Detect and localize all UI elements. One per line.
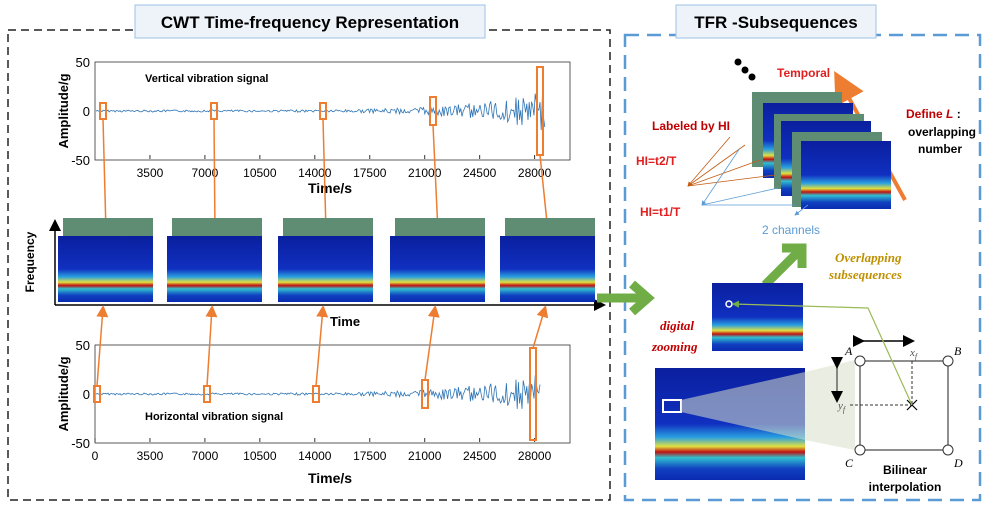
temporal-label: Temporal <box>777 66 830 80</box>
bottom-ytick: 0 <box>83 387 90 402</box>
define-l-label: Define L : <box>906 107 961 121</box>
tfr-row: Frequency Time <box>23 218 606 329</box>
bottom-xtick: 14000 <box>298 449 332 463</box>
top-xtick: 17500 <box>353 166 387 180</box>
hi-t2-label: HI=t2/T <box>636 154 677 168</box>
bottom-window-arrow <box>205 305 218 387</box>
top-window-arrow <box>431 124 444 235</box>
tfr-image <box>390 236 485 302</box>
top-ylabel: Amplitude/g <box>56 73 71 148</box>
horizontal-signal-label: Horizontal vibration signal <box>145 411 283 423</box>
top-xtick: 28000 <box>518 166 552 180</box>
green-arrow-right <box>597 280 655 316</box>
top-ytick: -50 <box>71 153 90 168</box>
top-window-arrow <box>99 118 112 235</box>
hi-t1-label: HI=t1/T <box>640 205 681 219</box>
bottom-xtick: 28000 <box>518 449 552 463</box>
yf-label: yf <box>837 400 847 414</box>
overlapping-number-label-1: overlapping <box>908 125 976 139</box>
corner-c: C <box>845 456 854 470</box>
digital-zooming-label-2: zooming <box>651 339 698 354</box>
digital-zooming-section: Overlapping subsequences digital zooming… <box>651 250 963 494</box>
bottom-xtick: 10500 <box>243 449 277 463</box>
left-panel-title: CWT Time-frequency Representation <box>161 13 459 32</box>
bottom-window-arrow <box>315 305 329 387</box>
tfr-image <box>278 236 373 302</box>
top-xtick: 10500 <box>243 166 277 180</box>
overlapping-subsequences-label-2: subsequences <box>828 267 902 282</box>
bottom-xtick: 24500 <box>463 449 497 463</box>
corner-b: B <box>954 344 962 358</box>
top-xtick: 7000 <box>192 166 219 180</box>
bottom-window-arrow <box>532 305 549 349</box>
bottom-signal-plot: Horizontal vibration signal Amplitude/g … <box>56 305 571 486</box>
top-xlabel: Time/s <box>308 180 352 196</box>
tfr-image <box>167 236 262 302</box>
tfr-image <box>500 236 595 302</box>
top-ytick: 0 <box>83 104 90 119</box>
overlapping-subsequences-label-1: Overlapping <box>835 250 902 265</box>
time-label: Time <box>330 314 360 329</box>
bottom-xtick: 0 <box>92 449 99 463</box>
right-panel-title: TFR -Subsequences <box>694 13 857 32</box>
bottom-xtick: 21000 <box>408 449 442 463</box>
bottom-ytick: -50 <box>71 436 90 451</box>
subsequence-stack: Temporal Define L : overlapping number L… <box>636 58 976 237</box>
top-window-arrow <box>319 118 332 235</box>
bottom-ytick: 50 <box>76 338 90 353</box>
bottom-window-arrow <box>424 305 440 381</box>
bottom-xtick: 7000 <box>192 449 219 463</box>
top-xtick: 24500 <box>463 166 497 180</box>
top-xtick: 21000 <box>408 166 442 180</box>
top-xtick: 14000 <box>298 166 332 180</box>
left-title-box <box>134 4 486 39</box>
corner-d: D <box>953 456 963 470</box>
top-window-arrow <box>208 118 221 235</box>
digital-zooming-label-1: digital <box>660 318 694 333</box>
top-ytick: 50 <box>76 55 90 70</box>
bottom-ylabel: Amplitude/g <box>56 356 71 431</box>
overlapping-number-label-2: number <box>918 142 962 156</box>
top-xtick: 3500 <box>137 166 164 180</box>
channels-label: 2 channels <box>762 223 820 237</box>
green-arrow-up <box>761 243 807 289</box>
bottom-xtick: 17500 <box>353 449 387 463</box>
frequency-label: Frequency <box>23 231 37 292</box>
corner-a: A <box>844 344 853 358</box>
bottom-xlabel: Time/s <box>308 470 352 486</box>
bilinear-label-2: interpolation <box>869 480 942 494</box>
zoomed-tfr-image <box>712 283 803 351</box>
bottom-window-arrow <box>96 305 109 387</box>
xf-label: xf <box>909 347 919 361</box>
labeled-by-hi-label: Labeled by HI <box>652 119 730 133</box>
bilinear-label-1: Bilinear <box>883 463 927 477</box>
right-title-box <box>675 4 877 39</box>
top-signal-plot: Vertical vibration signal Amplitude/g 50… <box>56 55 571 235</box>
bottom-xtick: 3500 <box>137 449 164 463</box>
tfr-image <box>58 236 153 302</box>
vertical-signal-label: Vertical vibration signal <box>145 73 269 85</box>
